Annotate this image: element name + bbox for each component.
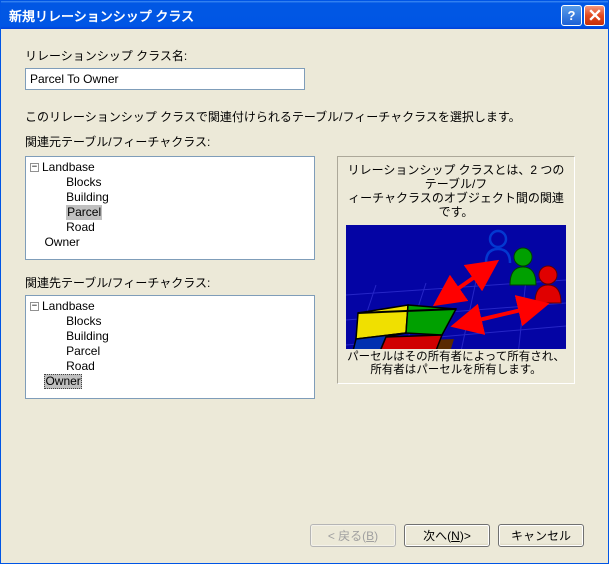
tree-node-label: Building: [66, 190, 109, 205]
tree-node-label: Landbase: [42, 160, 95, 175]
tree-row[interactable]: Building: [30, 190, 314, 205]
tree-node-label: Owner: [44, 235, 79, 250]
tree-node-label: Landbase: [42, 299, 95, 314]
origin-tree[interactable]: − Landbase Blocks Building Parcel Road O…: [25, 156, 315, 260]
tree-row[interactable]: Building: [30, 329, 314, 344]
tree-node-label: Road: [66, 220, 95, 235]
tree-row[interactable]: Road: [30, 359, 314, 374]
button-row: < 戻る(B) 次へ(N) > キャンセル: [310, 524, 584, 547]
help-button[interactable]: ?: [561, 5, 582, 26]
tree-node-label: Blocks: [66, 175, 101, 190]
collapse-icon[interactable]: −: [30, 302, 39, 311]
info-text: リレーションシップ クラスとは、2 つのテーブル/フ ィーチャクラスのオブジェク…: [344, 163, 568, 219]
back-button: < 戻る(B): [310, 524, 396, 547]
columns: − Landbase Blocks Building Parcel Road O…: [25, 156, 584, 399]
tree-row[interactable]: Owner: [30, 374, 314, 389]
tree-row[interactable]: Blocks: [30, 175, 314, 190]
diagram-caption: パーセルはその所有者によって所有され、 所有者はパーセルを所有します。: [347, 351, 565, 377]
collapse-icon[interactable]: −: [30, 163, 39, 172]
window-title: 新規リレーションシップ クラス: [9, 6, 559, 25]
tree-node-label: Road: [66, 359, 95, 374]
class-name-input[interactable]: [25, 68, 305, 90]
relationship-diagram: [346, 225, 566, 349]
close-button[interactable]: [584, 5, 605, 26]
tree-node-label-selected: Parcel: [66, 205, 102, 220]
class-name-label: リレーションシップ クラス名:: [25, 47, 584, 64]
cancel-button[interactable]: キャンセル: [498, 524, 584, 547]
client-area: リレーションシップ クラス名: このリレーションシップ クラスで関連付けられるテ…: [1, 29, 608, 563]
tree-node-label: Blocks: [66, 314, 101, 329]
tree-node-label: Building: [66, 329, 109, 344]
tree-row[interactable]: − Landbase: [30, 160, 314, 175]
origin-label: 関連元テーブル/フィーチャクラス:: [25, 133, 584, 150]
dialog-window: 新規リレーションシップ クラス ? リレーションシップ クラス名: このリレーシ…: [0, 0, 609, 564]
tree-row[interactable]: Parcel: [30, 205, 314, 220]
destination-label: 関連先テーブル/フィーチャクラス:: [25, 274, 315, 291]
title-bar: 新規リレーションシップ クラス ?: [1, 1, 608, 29]
tree-row[interactable]: Road: [30, 220, 314, 235]
tree-node-label-selected: Owner: [44, 374, 81, 389]
info-panel: リレーションシップ クラスとは、2 つのテーブル/フ ィーチャクラスのオブジェク…: [337, 156, 575, 384]
instruction-text: このリレーションシップ クラスで関連付けられるテーブル/フィーチャクラスを選択し…: [25, 108, 584, 125]
tree-row[interactable]: Owner: [30, 235, 314, 250]
left-column: − Landbase Blocks Building Parcel Road O…: [25, 156, 315, 399]
tree-node-label: Parcel: [66, 344, 100, 359]
destination-tree[interactable]: − Landbase Blocks Building Parcel Road O…: [25, 295, 315, 399]
tree-row[interactable]: − Landbase: [30, 299, 314, 314]
tree-row[interactable]: Blocks: [30, 314, 314, 329]
next-button[interactable]: 次へ(N) >: [404, 524, 490, 547]
tree-row[interactable]: Parcel: [30, 344, 314, 359]
